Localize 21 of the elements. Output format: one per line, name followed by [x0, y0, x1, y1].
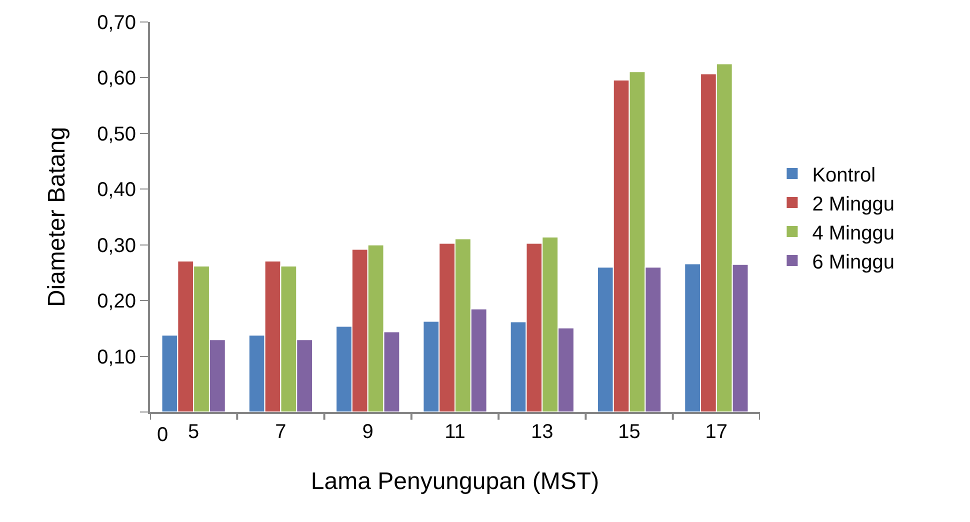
legend-label: Kontrol	[812, 164, 876, 186]
y-tick-label: 0,30	[97, 234, 136, 257]
x-tick-label: 7	[275, 421, 286, 443]
y-tick-label: 0,50	[97, 123, 136, 146]
x-tick-label: 11	[444, 421, 466, 443]
x-tick-label: 5	[188, 421, 200, 443]
y-axis-title: Diameter Batang	[44, 126, 71, 308]
y-tick-label: 0,10	[97, 346, 136, 368]
x-axis-title: Lama Penyungupan (MST)	[310, 468, 600, 495]
y-tick-label: 0,60	[97, 68, 136, 90]
legend-label: 4 Minggu	[812, 222, 894, 244]
x-tick-label: 15	[618, 421, 640, 443]
text: 0	[157, 424, 168, 446]
x-tick-label: 9	[362, 421, 374, 443]
y-tick-label: 0,40	[97, 179, 136, 202]
x-tick-label: 13	[531, 421, 554, 443]
y-tick-label: 0,70	[97, 12, 136, 34]
legend-label: 2 Minggu	[812, 193, 894, 216]
legend-label: 6 Minggu	[812, 251, 894, 274]
y-tick-label: 0,20	[97, 290, 136, 313]
x-tick-label: 17	[705, 421, 728, 443]
